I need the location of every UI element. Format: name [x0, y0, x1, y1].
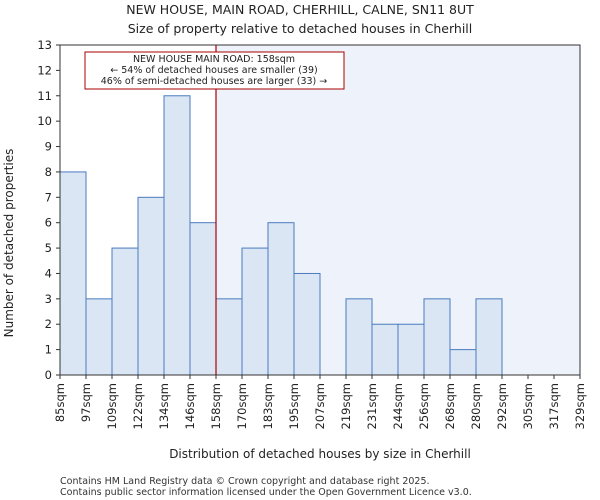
bar-183sqm: [267, 222, 295, 376]
bar-97sqm: [85, 298, 113, 376]
x-tick-label: 97sqm: [79, 383, 93, 422]
y-tick-label: 8: [45, 165, 52, 179]
chart-title: NEW HOUSE, MAIN ROAD, CHERHILL, CALNE, S…: [126, 2, 474, 17]
bar-85sqm: [59, 171, 87, 376]
x-tick-label: 292sqm: [495, 383, 509, 429]
bar-256sqm: [423, 298, 451, 376]
annotation-box: NEW HOUSE MAIN ROAD: 158sqm ← 54% of det…: [84, 51, 345, 90]
bar-158sqm: [215, 298, 243, 376]
bar-268sqm: [449, 349, 477, 376]
x-tick-label: 146sqm: [183, 383, 197, 429]
y-tick-label: 13: [37, 38, 52, 52]
bar-134sqm: [163, 95, 191, 376]
x-tick-label: 85sqm: [53, 383, 67, 422]
bar-219sqm: [345, 298, 373, 376]
x-tick-label: 170sqm: [235, 383, 249, 429]
x-tick-label: 134sqm: [157, 383, 171, 429]
annotation-line-1: NEW HOUSE MAIN ROAD: 158sqm: [133, 54, 295, 65]
footer-line-2: Contains public sector information licen…: [60, 487, 472, 498]
bar-231sqm: [371, 323, 399, 376]
annotation-frame: [84, 51, 345, 90]
x-tick-label: 195sqm: [287, 383, 301, 429]
x-tick-label: 268sqm: [443, 383, 457, 429]
x-tick-label: 231sqm: [365, 383, 379, 429]
bars-layer: [59, 95, 503, 376]
y-tick-label: 10: [37, 114, 52, 128]
annotation-line-3: 46% of semi-detached houses are larger (…: [101, 76, 328, 87]
y-tick-label: 12: [37, 63, 52, 77]
bar-122sqm: [137, 196, 165, 376]
x-tick-label: 183sqm: [261, 383, 275, 429]
bar-109sqm: [111, 247, 139, 376]
x-tick-label: 317sqm: [547, 383, 561, 429]
y-tick-label: 3: [45, 292, 52, 306]
y-tick-label: 11: [37, 89, 52, 103]
y-tick-label: 2: [45, 317, 52, 331]
y-tick-label: 1: [45, 343, 52, 357]
y-tick-label: 4: [45, 266, 52, 280]
x-tick-label: 109sqm: [105, 383, 119, 429]
x-tick-label: 122sqm: [131, 383, 145, 429]
x-tick-label: 305sqm: [521, 383, 535, 429]
y-tick-label: 0: [45, 368, 52, 382]
bar-170sqm: [241, 247, 269, 376]
y-tick-label: 9: [45, 140, 52, 154]
x-axis-label: Distribution of detached houses by size …: [169, 447, 471, 461]
x-tick-label: 256sqm: [417, 383, 431, 429]
x-tick-label: 207sqm: [313, 383, 327, 429]
x-tick-label: 158sqm: [209, 383, 223, 429]
bar-195sqm: [293, 272, 321, 376]
x-tick-label: 244sqm: [391, 383, 405, 429]
x-tick-label: 280sqm: [469, 383, 483, 429]
bar-280sqm: [475, 298, 503, 376]
bar-244sqm: [397, 323, 425, 376]
y-tick-label: 6: [45, 216, 52, 230]
footer-line-1: Contains HM Land Registry data © Crown c…: [60, 476, 430, 487]
x-axis: 85sqm 97sqm 109sqm 122sqm 134sqm 146sqm 158sqm…: [53, 375, 587, 429]
bar-146sqm: [189, 222, 217, 376]
annotation-line-2: ← 54% of detached houses are smaller (39…: [110, 65, 317, 76]
x-tick-label: 329sqm: [573, 383, 587, 429]
chart-subtitle: Size of property relative to detached ho…: [128, 21, 473, 36]
x-tick-label: 219sqm: [339, 383, 353, 429]
y-tick-label: 5: [45, 241, 52, 255]
y-tick-label: 7: [45, 190, 52, 204]
y-axis-label: Number of detached properties: [2, 149, 16, 338]
